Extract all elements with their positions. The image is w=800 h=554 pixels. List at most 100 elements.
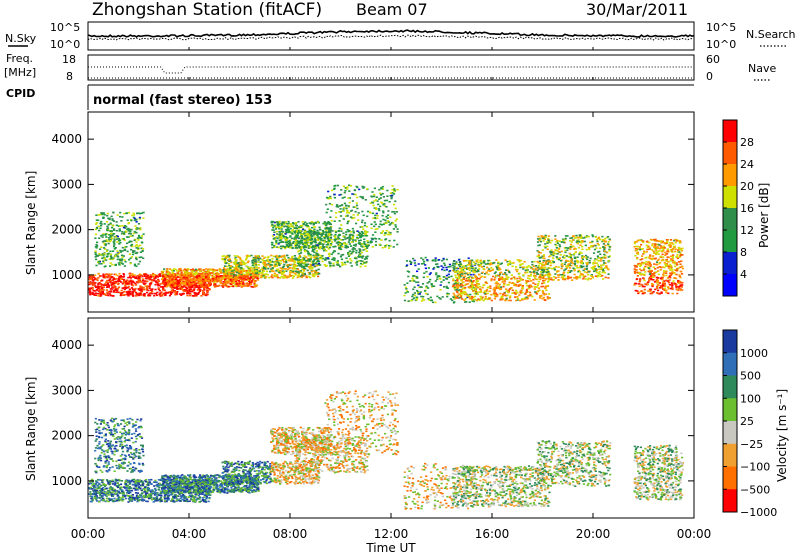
echo-cell: [543, 282, 546, 284]
echo-cell: [91, 275, 94, 277]
echo-cell: [186, 277, 189, 280]
echo-cell: [373, 225, 376, 228]
echo-cell: [195, 295, 198, 297]
echo-cell: [445, 258, 448, 261]
echo-cell: [539, 252, 542, 254]
echo-cell: [208, 272, 211, 274]
echo-cell: [194, 292, 197, 295]
echo-cell: [436, 295, 439, 298]
echo-cell: [544, 263, 547, 266]
echo-cell: [490, 293, 493, 296]
echo-cell: [199, 270, 202, 273]
echo-cell: [597, 272, 600, 275]
echo-cell: [413, 262, 416, 264]
echo-cell: [202, 269, 205, 271]
echo-cell: [662, 272, 666, 274]
echo-cell: [509, 295, 512, 297]
echo-cell: [537, 264, 540, 267]
echo-cell: [385, 199, 389, 202]
echo-cell: [536, 290, 539, 293]
echo-cell: [476, 279, 479, 282]
echo-cell: [495, 281, 498, 283]
echo-cell: [145, 288, 148, 291]
echo-cell: [473, 298, 476, 301]
echo-cell: [584, 275, 587, 278]
echo-cell: [234, 268, 237, 270]
echo-cell: [223, 261, 226, 263]
echo-cell: [473, 263, 476, 266]
echo-cell: [339, 255, 343, 258]
echo-cell: [238, 264, 241, 266]
echo-cell: [117, 291, 120, 294]
echo-cell: [668, 279, 671, 281]
echo-cell: [236, 262, 239, 265]
echo-cell: [438, 277, 441, 280]
echo-cell: [118, 277, 121, 279]
echo-cell: [297, 256, 300, 259]
echo-cell: [542, 257, 545, 259]
echo-cell: [128, 293, 132, 296]
echo-cell: [169, 286, 173, 288]
echo-cell: [308, 275, 311, 278]
echo-cell: [207, 277, 210, 280]
echo-cell: [475, 260, 478, 263]
echo-cell: [522, 268, 525, 270]
echo-cell: [200, 285, 203, 288]
echo-cell: [173, 277, 176, 280]
echo-cell: [426, 293, 429, 296]
echo-cell: [188, 292, 191, 295]
echo-cell: [342, 208, 345, 210]
echo-cell: [350, 241, 353, 243]
echo-cell: [353, 193, 356, 196]
echo-cell: [186, 282, 189, 284]
echo-cell: [96, 279, 99, 282]
echo-cell: [346, 260, 349, 262]
echo-cell: [163, 285, 167, 288]
echo-cell: [287, 275, 290, 278]
echo-cell: [484, 290, 487, 293]
echo-cell: [542, 279, 545, 282]
echo-cell: [506, 291, 510, 293]
echo-cell: [537, 287, 540, 289]
echo-cell: [350, 252, 353, 255]
echo-cell: [464, 272, 467, 275]
echo-cell: [92, 276, 95, 279]
echo-cell: [248, 255, 251, 257]
echo-cell: [165, 291, 168, 294]
echo-cell: [117, 282, 120, 285]
echo-cell: [569, 248, 572, 250]
echo-cell: [313, 270, 316, 272]
echo-cell: [276, 262, 279, 265]
echo-cell: [519, 259, 523, 262]
echo-cell: [654, 239, 657, 242]
echo-cell: [312, 248, 315, 251]
echo-cell: [131, 280, 134, 283]
echo-cell: [514, 293, 517, 295]
echo-cell: [131, 292, 134, 295]
echo-cell: [604, 241, 607, 243]
echo-cell: [240, 270, 243, 272]
echo-cell: [485, 282, 489, 284]
echo-cell: [600, 267, 603, 270]
echo-cell: [234, 260, 238, 263]
echo-cell: [454, 296, 457, 298]
echo-cell: [484, 281, 487, 284]
echo-cell: [564, 278, 567, 281]
echo-cell: [110, 273, 113, 275]
echo-cell: [344, 238, 347, 240]
echo-cell: [645, 251, 648, 253]
echo-cell: [384, 245, 387, 247]
echo-cell: [567, 275, 570, 278]
echo-cell: [506, 269, 509, 272]
echo-cell: [273, 274, 276, 277]
echo-cell: [535, 271, 538, 274]
echo-cell: [163, 268, 166, 270]
echo-cell: [161, 272, 164, 275]
echo-cell: [364, 233, 367, 236]
echo-cell: [169, 280, 172, 282]
echo-cell: [439, 289, 442, 291]
echo-cell: [299, 259, 302, 261]
echo-cell: [585, 248, 588, 251]
echo-cell: [505, 290, 508, 292]
echo-cell: [503, 280, 506, 282]
